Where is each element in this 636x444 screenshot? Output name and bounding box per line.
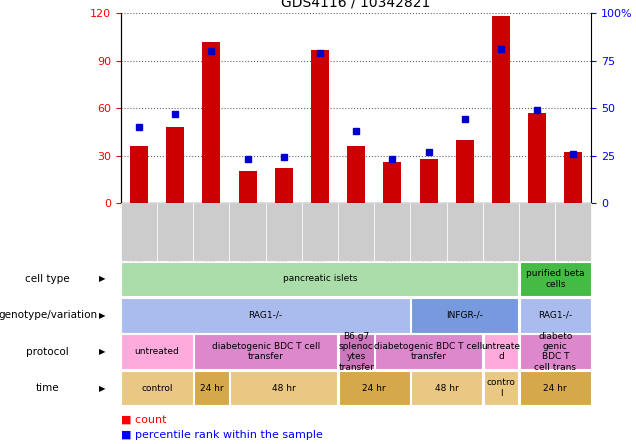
Text: ▶: ▶ bbox=[99, 384, 105, 392]
Text: cell type: cell type bbox=[25, 274, 70, 284]
Text: ■ percentile rank within the sample: ■ percentile rank within the sample bbox=[121, 429, 322, 440]
Text: RAG1-/-: RAG1-/- bbox=[249, 311, 283, 320]
Bar bbox=[384, 162, 401, 203]
Text: untreate
d: untreate d bbox=[481, 342, 520, 361]
Text: diabetogenic BDC T cell
transfer: diabetogenic BDC T cell transfer bbox=[375, 342, 483, 361]
Text: contro
l: contro l bbox=[487, 378, 515, 398]
Bar bbox=[528, 113, 546, 203]
Text: purified beta
cells: purified beta cells bbox=[526, 269, 584, 289]
Text: RAG1-/-: RAG1-/- bbox=[538, 311, 572, 320]
Bar bbox=[238, 171, 256, 203]
Text: control: control bbox=[141, 384, 173, 392]
Text: time: time bbox=[36, 383, 60, 393]
Bar bbox=[492, 16, 510, 203]
Text: B6.g7
splenoc
ytes
transfer: B6.g7 splenoc ytes transfer bbox=[338, 332, 374, 372]
Bar bbox=[130, 146, 148, 203]
Text: 48 hr: 48 hr bbox=[435, 384, 459, 392]
Bar bbox=[311, 50, 329, 203]
Text: INFGR-/-: INFGR-/- bbox=[446, 311, 483, 320]
Text: 24 hr: 24 hr bbox=[544, 384, 567, 392]
Bar bbox=[456, 140, 474, 203]
Bar bbox=[275, 168, 293, 203]
Text: diabetogenic BDC T cell
transfer: diabetogenic BDC T cell transfer bbox=[212, 342, 320, 361]
Text: diabeto
genic
BDC T
cell trans: diabeto genic BDC T cell trans bbox=[534, 332, 576, 372]
Text: genotype/variation: genotype/variation bbox=[0, 310, 97, 320]
Text: 48 hr: 48 hr bbox=[272, 384, 296, 392]
Bar bbox=[347, 146, 365, 203]
Text: pancreatic islets: pancreatic islets bbox=[283, 274, 357, 283]
Text: 24 hr: 24 hr bbox=[200, 384, 223, 392]
Text: untreated: untreated bbox=[135, 347, 179, 356]
Bar bbox=[166, 127, 184, 203]
Title: GDS4116 / 10342821: GDS4116 / 10342821 bbox=[282, 0, 431, 9]
Text: ▶: ▶ bbox=[99, 274, 105, 283]
Text: ▶: ▶ bbox=[99, 347, 105, 356]
Bar bbox=[202, 42, 221, 203]
Bar bbox=[564, 152, 583, 203]
Bar bbox=[420, 159, 438, 203]
Text: ■ count: ■ count bbox=[121, 414, 167, 424]
Text: 24 hr: 24 hr bbox=[363, 384, 386, 392]
Text: ▶: ▶ bbox=[99, 311, 105, 320]
Text: protocol: protocol bbox=[26, 347, 69, 357]
